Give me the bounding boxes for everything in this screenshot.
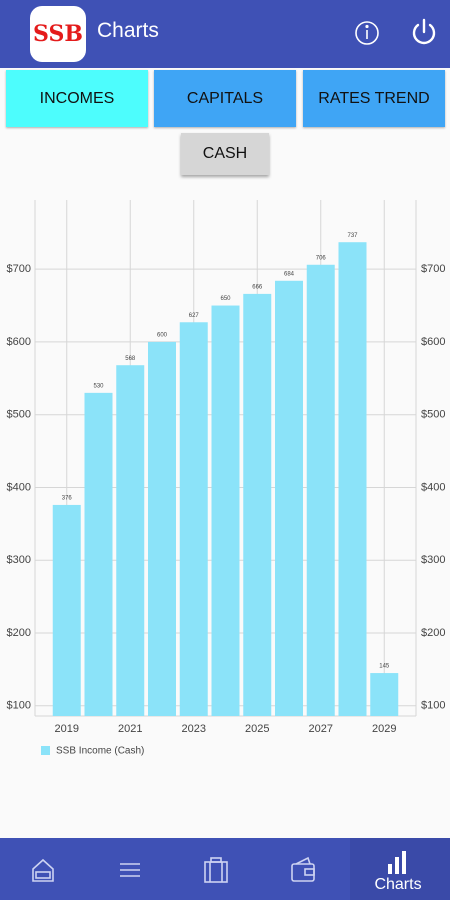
data-label: 530 [93, 383, 104, 389]
x-tick-label: 2019 [55, 723, 79, 735]
data-label: 568 [125, 356, 136, 362]
logo[interactable]: SSB [30, 6, 86, 62]
x-tick-label: 2021 [118, 723, 142, 735]
tab[interactable]: INCOMES [6, 70, 148, 127]
y-tick-label: $500 [7, 409, 31, 421]
nav-wallet-icon[interactable] [291, 856, 315, 882]
power-icon[interactable] [412, 18, 436, 45]
tab[interactable]: RATES TREND [303, 70, 445, 127]
x-tick-label: 2027 [309, 723, 333, 735]
tab[interactable]: CAPITALS [154, 70, 296, 127]
nav-charts-icon[interactable] [388, 851, 406, 874]
y-tick-label: $400 [7, 481, 31, 493]
app-title: Charts [97, 19, 159, 42]
x-tick-label: 2025 [245, 723, 269, 735]
legend-swatch [41, 746, 50, 755]
nav-briefcase-icon[interactable] [204, 857, 228, 883]
y2-tick-label: $100 [421, 700, 445, 712]
data-label: 650 [220, 296, 231, 302]
bar [179, 322, 208, 716]
y-tick-label: $700 [7, 263, 31, 275]
info-icon[interactable] [355, 21, 379, 45]
bar [52, 504, 81, 716]
bar [211, 305, 240, 716]
app-bar-icons [355, 18, 436, 45]
bar [370, 673, 399, 716]
bar [148, 341, 176, 716]
nav-icons [32, 851, 406, 883]
nav-label[interactable]: Charts [374, 876, 422, 893]
bar [275, 280, 303, 716]
bar [338, 242, 367, 717]
y2-tick-label: $600 [421, 336, 445, 348]
bar [116, 365, 145, 716]
data-label: 627 [189, 313, 200, 319]
x-tick-label: 2023 [182, 723, 206, 735]
data-label: 376 [62, 496, 73, 502]
x-tick-label: 2029 [372, 723, 396, 735]
nav-menu-icon[interactable] [120, 863, 140, 877]
data-label: 737 [347, 233, 358, 239]
data-label: 600 [157, 332, 168, 338]
y2-tick-label: $500 [421, 409, 445, 421]
y2-tick-label: $400 [421, 481, 445, 493]
cash-button[interactable]: CASH [181, 133, 269, 175]
app-bar: SSB Charts [0, 0, 450, 68]
nav-active-bg [350, 838, 450, 900]
bar [84, 392, 113, 716]
data-label: 666 [252, 284, 263, 290]
data-label: 145 [379, 664, 390, 670]
y-tick-label: $600 [7, 336, 31, 348]
y-tick-label: $100 [7, 700, 31, 712]
bar [243, 293, 272, 716]
legend-label: SSB Income (Cash) [56, 746, 144, 757]
data-label: 684 [284, 271, 295, 277]
y-tick-label: $200 [7, 627, 31, 639]
y2-tick-label: $300 [421, 554, 445, 566]
bar [306, 264, 335, 716]
y2-tick-label: $200 [421, 627, 445, 639]
y-tick-label: $300 [7, 554, 31, 566]
nav-news-icon[interactable] [32, 858, 54, 882]
data-label: 706 [316, 255, 327, 261]
chart: $100 $100 $200 $200 $300 $300 $400 $400 $500 $500… [7, 200, 445, 757]
y2-tick-label: $700 [421, 263, 445, 275]
bottom-nav [0, 838, 450, 900]
